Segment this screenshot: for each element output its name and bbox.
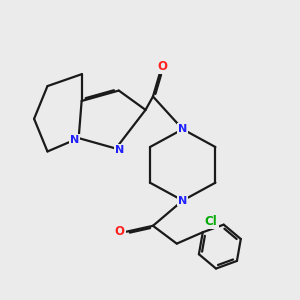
Text: N: N — [70, 135, 79, 145]
Text: N: N — [178, 124, 187, 134]
Text: O: O — [115, 225, 125, 238]
Text: N: N — [178, 196, 187, 206]
Text: Cl: Cl — [205, 215, 217, 228]
Text: N: N — [115, 145, 124, 155]
Text: O: O — [157, 60, 167, 73]
